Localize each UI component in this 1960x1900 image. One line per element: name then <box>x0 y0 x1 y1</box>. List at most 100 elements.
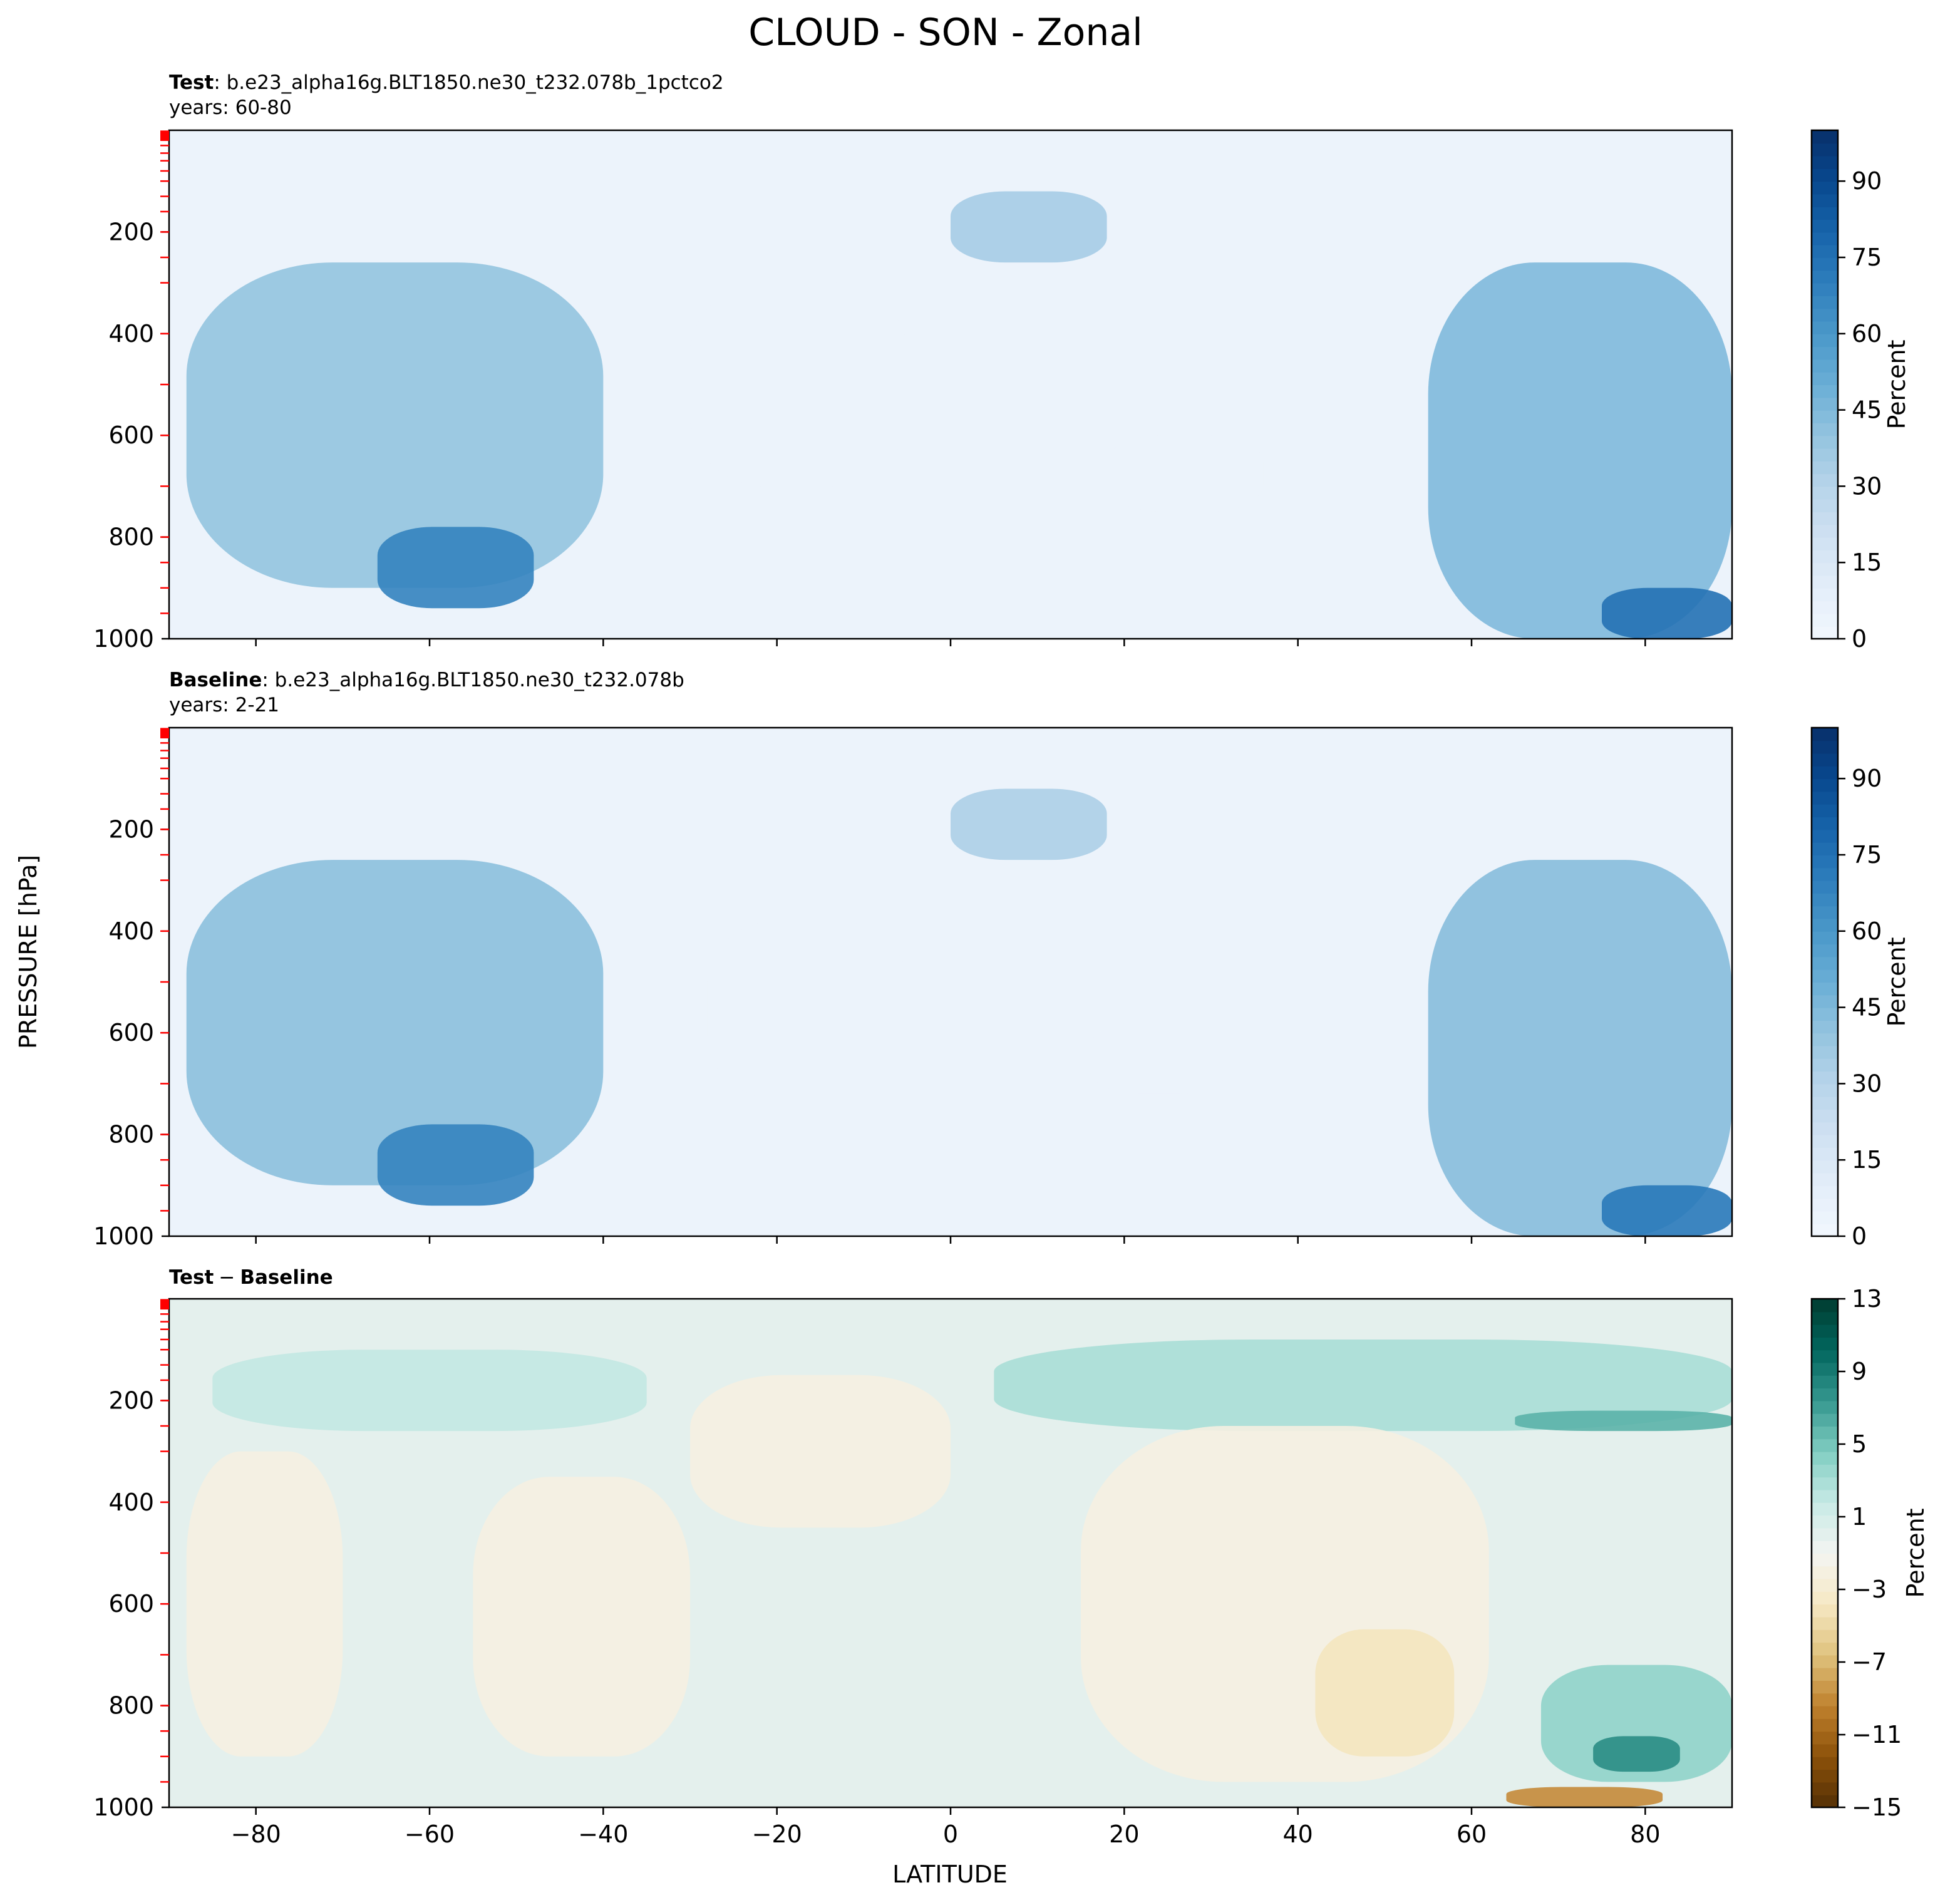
baseline-colorbar-segment <box>1812 1083 1838 1097</box>
test-colorbar-segment <box>1812 321 1838 334</box>
baseline-feature-6 <box>1602 1185 1732 1236</box>
difference-y-tick-label: 800 <box>108 1692 154 1720</box>
difference-feature-0 <box>212 1350 647 1432</box>
baseline-colorbar-segment <box>1812 1020 1838 1034</box>
difference-colorbar-segment <box>1812 1553 1838 1567</box>
baseline-colorbar-segment <box>1812 880 1838 894</box>
test-colorbar-segment <box>1812 473 1838 487</box>
difference-colorbar-segment <box>1812 1336 1838 1351</box>
difference-colorbar-segment <box>1812 1540 1838 1554</box>
difference-colorbar-segment <box>1812 1362 1838 1376</box>
difference-colorbar-segment <box>1812 1769 1838 1783</box>
baseline-colorbar-segment <box>1812 778 1838 792</box>
baseline-colorbar-segment <box>1812 1033 1838 1046</box>
baseline-colorbar-frame <box>1810 726 1839 1237</box>
baseline-y-tick-label: 400 <box>108 917 154 945</box>
baseline-feature-3 <box>707 921 907 1099</box>
baseline-colorbar-segment <box>1812 944 1838 958</box>
test-colorbar-segment <box>1812 524 1838 538</box>
difference-feature-9 <box>1593 1736 1680 1772</box>
baseline-colorbar-segment <box>1812 1122 1838 1135</box>
baseline-colorbar-tick-label: 75 <box>1852 841 1882 869</box>
difference-feature-2 <box>1515 1410 1732 1432</box>
test-y-tick-label: 600 <box>108 421 154 449</box>
baseline-colorbar-segment <box>1812 982 1838 996</box>
difference-colorbar-tick-label: 9 <box>1852 1358 1867 1385</box>
test-colorbar-segment <box>1812 385 1838 398</box>
test-colorbar-segment <box>1812 410 1838 423</box>
baseline-colorbar-segment <box>1812 829 1838 843</box>
difference-colorbar-segment <box>1812 1693 1838 1706</box>
difference-colorbar-frame <box>1810 1298 1839 1809</box>
difference-colorbar-segment <box>1812 1324 1838 1338</box>
difference-colorbar-tick-label: 1 <box>1852 1503 1867 1531</box>
baseline-colorbar-segment <box>1812 1058 1838 1072</box>
test-colorbar-label: Percent <box>1883 340 1911 430</box>
baseline-colorbar-segment <box>1812 1147 1838 1161</box>
x-axis-label: LATITUDE <box>892 1861 1008 1888</box>
test-colorbar-segment <box>1812 295 1838 309</box>
difference-y-tick-label: 200 <box>108 1386 154 1414</box>
test-colorbar-segment <box>1812 282 1838 296</box>
difference-colorbar-segment <box>1812 1604 1838 1618</box>
baseline-colorbar-segment <box>1812 765 1838 780</box>
test-colorbar-segment <box>1812 270 1838 284</box>
difference-y-tick-label: 1000 <box>93 1794 154 1821</box>
difference-colorbar-segment <box>1812 1743 1838 1757</box>
baseline-colorbar-segment <box>1812 1198 1838 1212</box>
test-panel-label: Test: b.e23_alpha16g.BLT1850.ne30_t232.0… <box>169 71 724 94</box>
baseline-panel-label: Baseline: b.e23_alpha16g.BLT1850.ne30_t2… <box>169 669 684 691</box>
difference-feature-10 <box>1506 1787 1663 1807</box>
test-feature-2 <box>951 191 1107 263</box>
y-axis-label: PRESSURE [hPa] <box>14 855 42 1049</box>
baseline-colorbar-segment <box>1812 1096 1838 1110</box>
difference-colorbar-segment <box>1812 1489 1838 1503</box>
test-y-tick-label: 400 <box>108 320 154 348</box>
difference-x-tick-label: −20 <box>752 1820 802 1848</box>
difference-feature-1 <box>994 1339 1732 1432</box>
difference-colorbar-tick-label: −11 <box>1852 1721 1902 1748</box>
baseline-colorbar-segment <box>1812 994 1838 1008</box>
baseline-colorbar-segment <box>1812 1160 1838 1174</box>
test-feature-1 <box>377 527 534 609</box>
difference-colorbar-segment <box>1812 1502 1838 1516</box>
baseline-colorbar-segment <box>1812 728 1838 741</box>
test-colorbar-segment <box>1812 130 1838 144</box>
test-colorbar-segment <box>1812 613 1838 627</box>
difference-feature-7 <box>1315 1629 1455 1757</box>
baseline-y-tick-label: 1000 <box>93 1222 154 1250</box>
difference-colorbar-segment <box>1812 1794 1838 1808</box>
baseline-colorbar-tick-label: 0 <box>1852 1222 1867 1250</box>
test-feature-6 <box>1602 587 1732 639</box>
test-colorbar-segment <box>1812 549 1838 564</box>
baseline-colorbar-segment <box>1812 1223 1838 1237</box>
baseline-colorbar-label: Percent <box>1883 937 1911 1027</box>
difference-feature-8 <box>1540 1665 1732 1782</box>
test-colorbar-segment <box>1812 155 1838 169</box>
difference-x-tick-label: 80 <box>1630 1820 1660 1848</box>
difference-colorbar-segment <box>1812 1642 1838 1656</box>
difference-colorbar-segment <box>1812 1438 1838 1452</box>
test-colorbar-segment <box>1812 562 1838 576</box>
baseline-y-tick-label: 600 <box>108 1019 154 1046</box>
test-feature-0 <box>186 262 604 588</box>
test-years: years: 60-80 <box>169 96 292 119</box>
difference-colorbar-segment <box>1812 1311 1838 1325</box>
difference-panel-label: Test − Baseline <box>169 1266 333 1289</box>
test-colorbar-segment <box>1812 575 1838 589</box>
test-colorbar-segment <box>1812 512 1838 525</box>
baseline-label-case: : b.e23_alpha16g.BLT1850.ne30_t232.078b <box>262 669 684 691</box>
difference-colorbar-tick-label: 5 <box>1852 1430 1867 1458</box>
test-feature-4 <box>1106 435 1264 512</box>
diff-label-minus: − <box>219 1266 235 1289</box>
difference-colorbar-segment <box>1812 1782 1838 1795</box>
test-colorbar-tick-label: 45 <box>1852 396 1882 424</box>
test-colorbar-segment <box>1812 626 1838 639</box>
baseline-colorbar-segment <box>1812 1185 1838 1199</box>
difference-colorbar-segment <box>1812 1578 1838 1592</box>
baseline-feature-2 <box>951 788 1107 860</box>
difference-colorbar-tick-label: 13 <box>1852 1285 1882 1313</box>
test-y-tick-label: 800 <box>108 524 154 551</box>
test-feature-5 <box>1428 262 1732 639</box>
